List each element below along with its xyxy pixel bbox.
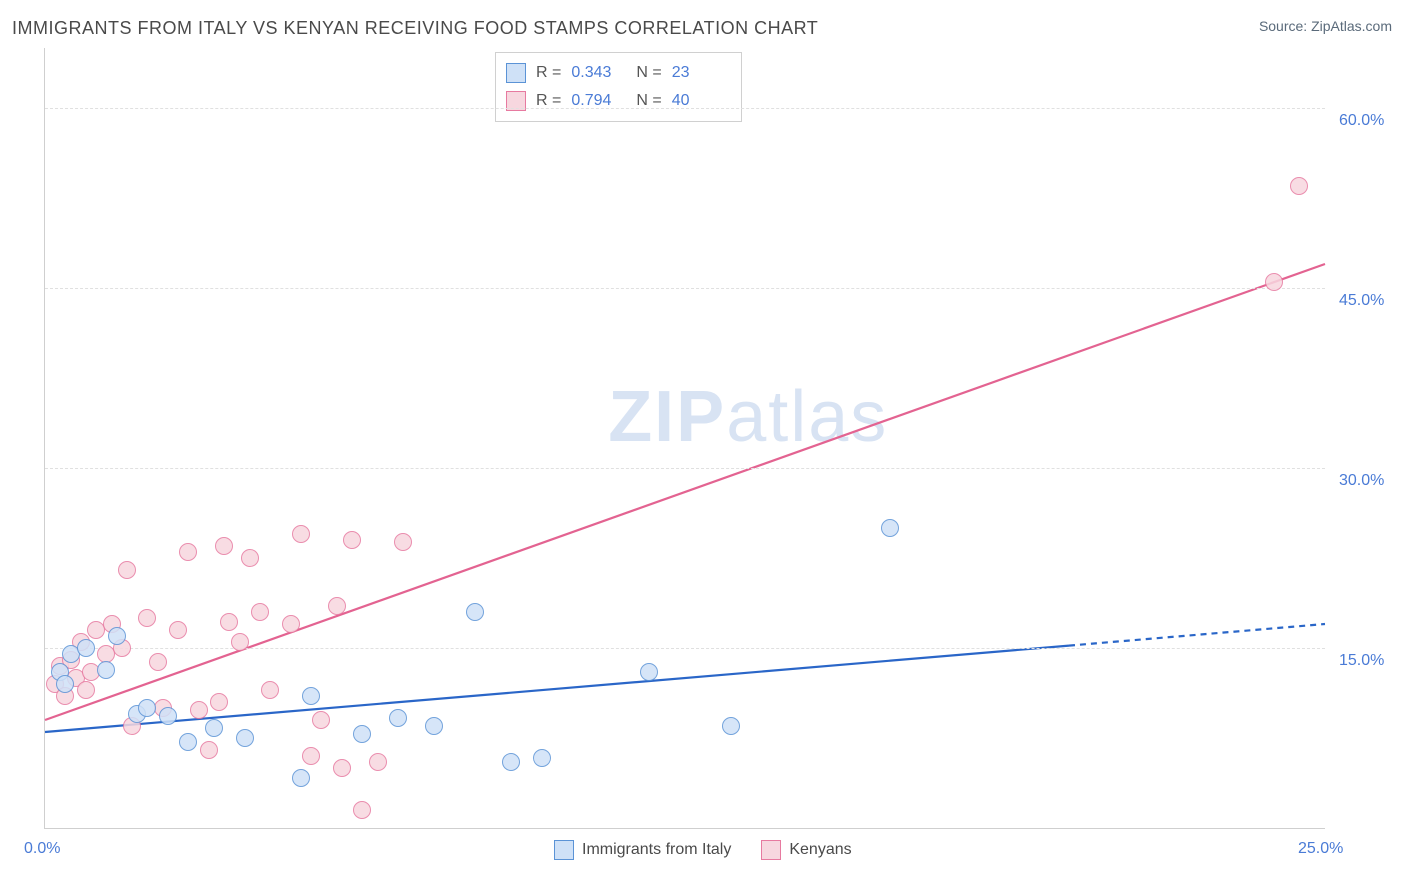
data-point xyxy=(333,759,351,777)
legend-swatch xyxy=(761,840,781,860)
series-legend-item: Kenyans xyxy=(761,840,851,860)
data-point xyxy=(138,609,156,627)
data-point xyxy=(312,711,330,729)
data-point xyxy=(343,531,361,549)
chart-title: IMMIGRANTS FROM ITALY VS KENYAN RECEIVIN… xyxy=(12,18,818,39)
data-point xyxy=(502,753,520,771)
data-point xyxy=(220,613,238,631)
data-point xyxy=(328,597,346,615)
y-tick-label: 45.0% xyxy=(1339,292,1384,310)
regression-line xyxy=(45,264,1325,720)
data-point xyxy=(353,725,371,743)
source-link[interactable]: ZipAtlas.com xyxy=(1311,18,1392,34)
plot-area: ZIPatlas R =0.343N =23R =0.794N =40 15.0… xyxy=(44,48,1325,829)
stat-row: R = 0.343 N = 23 xyxy=(506,59,727,87)
data-point xyxy=(394,533,412,551)
data-point xyxy=(108,627,126,645)
data-point xyxy=(77,639,95,657)
data-point xyxy=(292,769,310,787)
data-point xyxy=(302,747,320,765)
data-point xyxy=(466,603,484,621)
data-point xyxy=(215,537,233,555)
data-point xyxy=(118,561,136,579)
gridline xyxy=(45,108,1325,109)
legend-swatch xyxy=(554,840,574,860)
data-point xyxy=(353,801,371,819)
stat-r-label: R = xyxy=(536,59,561,87)
legend-swatch xyxy=(506,63,526,83)
gridline xyxy=(45,288,1325,289)
series-legend-label: Kenyans xyxy=(789,841,851,859)
data-point xyxy=(236,729,254,747)
watermark-zip: ZIP xyxy=(608,377,726,457)
y-tick-label: 30.0% xyxy=(1339,472,1384,490)
data-point xyxy=(179,543,197,561)
gridline xyxy=(45,468,1325,469)
stat-row: R = 0.794 N = 40 xyxy=(506,87,727,115)
data-point xyxy=(200,741,218,759)
regression-line xyxy=(1069,624,1325,646)
data-point xyxy=(640,663,658,681)
chart-container: IMMIGRANTS FROM ITALY VS KENYAN RECEIVIN… xyxy=(0,0,1406,892)
data-point xyxy=(159,707,177,725)
data-point xyxy=(149,653,167,671)
data-point xyxy=(302,687,320,705)
stat-r-value: 0.794 xyxy=(571,87,626,115)
stat-legend-box: R = 0.343 N = 23 R = 0.794 N = 40 xyxy=(495,52,742,122)
stat-r-label: R = xyxy=(536,87,561,115)
stat-n-value: 23 xyxy=(672,59,727,87)
data-point xyxy=(389,709,407,727)
data-point xyxy=(292,525,310,543)
data-point xyxy=(190,701,208,719)
stat-n-label: N = xyxy=(636,59,661,87)
y-tick-label: 15.0% xyxy=(1339,652,1384,670)
data-point xyxy=(179,733,197,751)
watermark: ZIPatlas xyxy=(608,376,888,458)
data-point xyxy=(722,717,740,735)
data-point xyxy=(241,549,259,567)
stat-n-label: N = xyxy=(636,87,661,115)
data-point xyxy=(169,621,187,639)
data-point xyxy=(210,693,228,711)
data-point xyxy=(261,681,279,699)
data-point xyxy=(251,603,269,621)
series-legend-label: Immigrants from Italy xyxy=(582,841,731,859)
x-tick-label-left: 0.0% xyxy=(24,840,60,858)
stat-r-value: 0.343 xyxy=(571,59,626,87)
data-point xyxy=(1265,273,1283,291)
series-legend: Immigrants from Italy Kenyans xyxy=(554,840,852,860)
data-point xyxy=(205,719,223,737)
data-point xyxy=(138,699,156,717)
data-point xyxy=(97,661,115,679)
data-point xyxy=(425,717,443,735)
y-tick-label: 60.0% xyxy=(1339,112,1384,130)
data-point xyxy=(369,753,387,771)
data-point xyxy=(282,615,300,633)
data-point xyxy=(77,681,95,699)
regression-lines xyxy=(45,48,1325,828)
data-point xyxy=(56,675,74,693)
x-tick-label-right: 25.0% xyxy=(1298,840,1343,858)
watermark-atlas: atlas xyxy=(726,377,888,457)
data-point xyxy=(1290,177,1308,195)
source-attribution: Source: ZipAtlas.com xyxy=(1259,18,1392,34)
data-point xyxy=(231,633,249,651)
data-point xyxy=(533,749,551,767)
data-point xyxy=(881,519,899,537)
series-legend-item: Immigrants from Italy xyxy=(554,840,731,860)
stat-n-value: 40 xyxy=(672,87,727,115)
source-prefix: Source: xyxy=(1259,18,1311,34)
